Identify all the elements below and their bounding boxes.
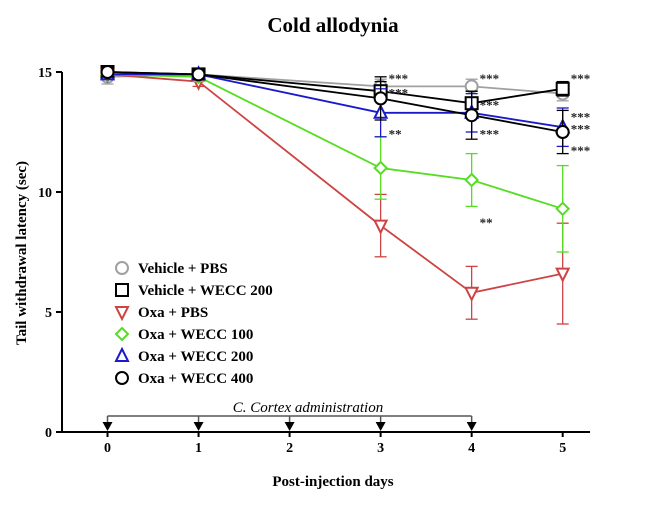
legend-marker [114, 326, 130, 342]
significance-group: ******************************* [389, 71, 591, 230]
data-point [373, 219, 389, 235]
legend-marker [114, 346, 130, 362]
data-point [555, 201, 571, 217]
dosing-arrow-head [375, 422, 386, 431]
series-group [99, 65, 571, 325]
y-tick-label: 0 [45, 426, 52, 441]
significance-label: *** [389, 86, 409, 101]
significance-label: *** [480, 126, 500, 141]
dosing-arrow-head [284, 422, 295, 431]
data-point [555, 81, 570, 96]
legend-label: Oxa + WECC 400 [138, 371, 253, 387]
legend: Vehicle + PBS Vehicle + WECC 200 Oxa + PBS… [114, 261, 273, 387]
significance-label: *** [480, 98, 500, 113]
dosing-arrow-head [102, 422, 113, 431]
axes: 0 5 10 15 0 1 2 3 4 5 [38, 66, 590, 456]
x-tick-label: 1 [195, 441, 202, 456]
significance-label: *** [571, 143, 591, 158]
x-tick-label: 3 [377, 441, 384, 456]
y-axis-label: Tail withdrawal latency (sec) [14, 161, 30, 345]
legend-label: Oxa + PBS [138, 305, 208, 321]
dosing-arrow-head [193, 422, 204, 431]
annotation-label: C. Cortex administration [233, 400, 383, 416]
legend-label: Vehicle + WECC 200 [138, 283, 273, 299]
legend-label: Oxa + WECC 200 [138, 349, 253, 365]
x-tick-label: 5 [559, 441, 566, 456]
dosing-arrow-head [466, 422, 477, 431]
significance-label: ** [480, 215, 493, 230]
legend-marker [114, 306, 130, 322]
x-tick-label: 2 [286, 441, 293, 456]
data-point [100, 65, 115, 79]
chart-title: Cold allodynia [267, 13, 399, 37]
y-tick-label: 10 [38, 186, 52, 201]
significance-label: ** [389, 126, 402, 141]
data-point [373, 160, 389, 176]
x-tick-label: 0 [104, 441, 111, 456]
data-point [373, 91, 388, 106]
legend-marker [115, 261, 129, 275]
series-5 [100, 65, 570, 155]
legend-label: Oxa + WECC 100 [138, 327, 253, 343]
significance-label: *** [480, 71, 500, 86]
significance-label: *** [571, 110, 591, 125]
x-axis-label: Post-injection days [272, 474, 393, 490]
data-point [464, 286, 480, 303]
data-point [555, 267, 571, 283]
legend-marker [115, 283, 129, 297]
x-tick-label: 4 [468, 441, 475, 456]
data-point [191, 67, 206, 82]
series-3 [100, 66, 571, 253]
data-point [464, 108, 479, 123]
dosing-annotation: C. Cortex administration [102, 400, 477, 431]
y-tick-label: 15 [38, 66, 52, 81]
data-point [555, 125, 570, 139]
legend-marker [115, 371, 129, 385]
data-point [464, 172, 480, 188]
significance-label: *** [571, 71, 591, 86]
significance-label: *** [389, 71, 409, 86]
significance-label: *** [571, 122, 591, 137]
y-tick-label: 5 [45, 306, 52, 321]
legend-label: Vehicle + PBS [138, 261, 228, 277]
